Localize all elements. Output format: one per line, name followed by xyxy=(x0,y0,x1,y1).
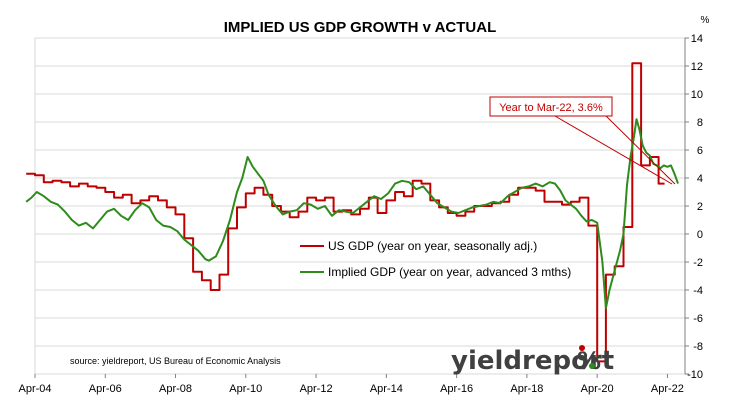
callout: Year to Mar-22, 3.6% xyxy=(489,96,676,185)
y-axis: 14 12 10 8 6 4 2 0 -2 -4 -6 -8 -10 xyxy=(684,33,703,381)
y-tick-label: 0 xyxy=(697,229,703,241)
logo-percent-symbol: % xyxy=(577,347,601,375)
y-tick-label: 2 xyxy=(697,201,703,213)
logo-wordmark: yieldreport xyxy=(451,346,614,376)
x-tick-label: Apr-12 xyxy=(300,383,333,395)
callout-leader-1 xyxy=(554,115,673,185)
y-tick-label: -10 xyxy=(687,369,703,381)
callout-label: Year to Mar-22, 3.6% xyxy=(499,102,603,114)
y-tick-label: -4 xyxy=(693,285,703,297)
y-tick-label: 10 xyxy=(691,89,703,101)
gridlines xyxy=(35,37,685,375)
chart-title: IMPLIED US GDP GROWTH v ACTUAL xyxy=(224,19,497,36)
callout-box xyxy=(489,96,613,117)
x-tick-label: Apr-08 xyxy=(159,383,192,395)
yieldreport-logo: yieldreport % xyxy=(451,345,614,376)
x-tick-label: Apr-14 xyxy=(370,383,403,395)
logo-green-dot xyxy=(589,363,595,369)
x-tick-label: Apr-06 xyxy=(89,383,122,395)
legend-label-us-gdp: US GDP (year on year, seasonally adj.) xyxy=(328,239,537,253)
y-tick-label: -6 xyxy=(693,313,703,325)
x-tick-label: Apr-16 xyxy=(440,383,473,395)
series-line-implied-gdp xyxy=(25,118,679,310)
y-tick-label: -2 xyxy=(693,257,703,269)
callout-leader-2 xyxy=(602,112,676,185)
y-tick-label: 14 xyxy=(691,33,703,45)
y-tick-label: 4 xyxy=(697,173,703,185)
logo-red-dot xyxy=(579,345,585,351)
y-axis-unit: % xyxy=(701,15,710,26)
source-note: source: yieldreport, US Bureau of Econom… xyxy=(70,356,281,366)
y-tick-label: -8 xyxy=(693,341,703,353)
x-axis: Apr-04 Apr-06 Apr-08 Apr-10 Apr-12 Apr-14 Apr-… xyxy=(18,374,684,395)
x-tick-label: Apr-10 xyxy=(229,383,262,395)
x-tick-label: Apr-04 xyxy=(18,383,51,395)
y-tick-label: 12 xyxy=(691,61,703,73)
y-tick-label: 8 xyxy=(697,117,703,129)
x-tick-label: Apr-20 xyxy=(581,383,614,395)
series-lines xyxy=(25,62,679,363)
x-tick-label: Apr-22 xyxy=(651,383,684,395)
x-tick-label: Apr-18 xyxy=(510,383,543,395)
legend-label-implied-gdp: Implied GDP (year on year, advanced 3 mt… xyxy=(328,265,571,279)
legend: US GDP (year on year, seasonally adj.) I… xyxy=(300,239,571,279)
y-tick-label: 6 xyxy=(697,145,703,157)
